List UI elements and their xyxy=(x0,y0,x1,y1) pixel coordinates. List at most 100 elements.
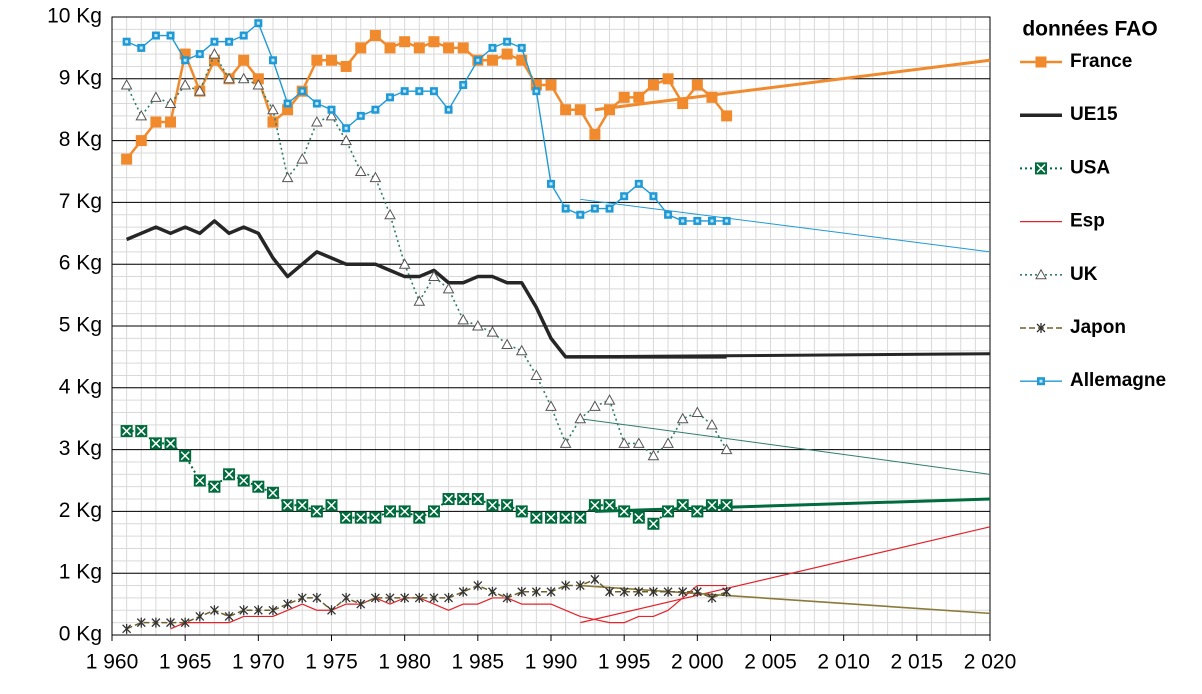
marker-part xyxy=(428,270,440,282)
marker xyxy=(386,93,395,102)
legend-label: Japon xyxy=(1070,317,1126,338)
marker-part xyxy=(590,574,600,585)
marker xyxy=(209,605,219,616)
marker-part xyxy=(531,586,541,597)
series-line xyxy=(125,53,728,457)
marker xyxy=(267,116,279,128)
marker xyxy=(561,204,570,213)
marker-part xyxy=(413,42,425,54)
marker xyxy=(356,111,365,120)
marker xyxy=(443,42,455,54)
marker xyxy=(298,87,307,96)
marker xyxy=(311,116,323,127)
marker-part xyxy=(359,114,363,118)
marker xyxy=(590,574,600,585)
marker-part xyxy=(356,513,366,523)
marker-part xyxy=(151,438,161,448)
marker xyxy=(354,511,367,524)
marker xyxy=(252,78,265,90)
marker-part xyxy=(268,488,278,498)
marker xyxy=(398,505,411,518)
marker-part xyxy=(136,617,146,628)
marker xyxy=(385,592,395,603)
marker-part xyxy=(355,42,367,54)
marker xyxy=(428,36,440,48)
marker-part xyxy=(154,34,158,38)
marker-part xyxy=(252,73,264,85)
marker xyxy=(530,79,542,91)
marker-part xyxy=(634,586,644,597)
marker xyxy=(253,605,263,616)
marker-part xyxy=(721,110,733,122)
y-tick-label: 2 Kg xyxy=(59,499,102,522)
marker xyxy=(503,37,512,46)
marker-part xyxy=(180,451,190,461)
marker xyxy=(576,210,585,219)
marker-part xyxy=(166,438,176,448)
marker-part xyxy=(1035,268,1047,280)
marker xyxy=(122,37,131,46)
marker xyxy=(705,499,718,512)
marker-part xyxy=(457,42,469,54)
marker xyxy=(574,412,587,424)
marker-part xyxy=(209,605,219,616)
marker-part xyxy=(340,134,352,146)
marker-part xyxy=(164,97,177,109)
marker-part xyxy=(575,513,585,523)
marker xyxy=(605,204,614,213)
marker xyxy=(1035,268,1047,280)
marker-part xyxy=(473,580,483,591)
marker xyxy=(122,623,132,634)
marker xyxy=(605,586,614,597)
marker-part xyxy=(281,171,294,183)
marker xyxy=(678,586,688,597)
marker-part xyxy=(662,437,674,448)
marker-part xyxy=(1036,163,1046,173)
marker xyxy=(691,505,704,518)
marker xyxy=(488,43,497,52)
marker-part xyxy=(442,282,455,294)
marker-part xyxy=(648,519,658,529)
marker xyxy=(676,499,689,512)
marker xyxy=(515,505,528,518)
marker-part xyxy=(311,116,323,127)
marker xyxy=(179,48,191,60)
marker xyxy=(325,109,338,121)
marker-part xyxy=(663,506,673,516)
marker-part xyxy=(678,586,688,597)
marker-part xyxy=(139,46,143,50)
marker xyxy=(371,105,380,114)
marker xyxy=(413,42,425,54)
marker xyxy=(545,511,557,524)
marker xyxy=(590,204,599,213)
marker xyxy=(413,511,426,524)
marker-part xyxy=(578,213,582,217)
marker xyxy=(676,412,689,424)
x-tick-label: 2 010 xyxy=(817,651,870,674)
marker xyxy=(662,505,675,518)
marker xyxy=(283,99,292,108)
marker xyxy=(532,87,541,96)
marker-part xyxy=(447,108,451,112)
marker xyxy=(458,586,468,597)
marker-part xyxy=(370,592,380,603)
plot-frame xyxy=(111,16,991,636)
marker xyxy=(166,31,175,40)
marker-part xyxy=(546,586,556,597)
marker xyxy=(604,104,616,116)
marker-part xyxy=(311,54,323,66)
marker-part xyxy=(400,592,410,603)
marker-part xyxy=(239,475,249,486)
marker xyxy=(457,493,470,506)
marker xyxy=(325,499,338,512)
marker xyxy=(208,48,221,59)
marker xyxy=(164,97,177,109)
marker-part xyxy=(370,513,380,523)
marker xyxy=(545,79,557,91)
marker xyxy=(150,116,162,128)
marker xyxy=(632,437,645,448)
marker xyxy=(398,258,411,269)
marker-part xyxy=(237,72,250,84)
marker xyxy=(517,43,526,52)
y-tick-label: 3 Kg xyxy=(59,437,102,460)
